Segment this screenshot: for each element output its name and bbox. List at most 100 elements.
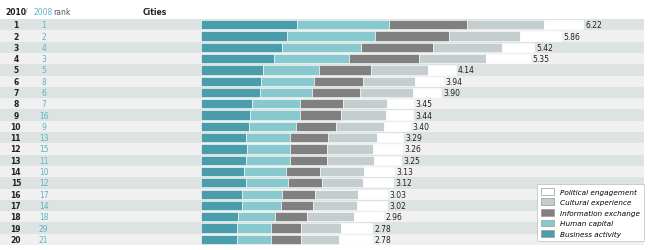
Bar xyxy=(0,42,198,54)
Bar xyxy=(202,145,248,154)
Bar xyxy=(286,167,320,176)
Bar xyxy=(0,20,198,31)
Bar xyxy=(195,110,650,121)
Bar xyxy=(0,234,198,245)
Bar xyxy=(544,21,583,30)
Text: 2.78: 2.78 xyxy=(374,235,391,244)
Text: 21: 21 xyxy=(39,235,48,244)
Bar xyxy=(202,77,261,86)
Bar xyxy=(0,99,198,110)
Bar xyxy=(195,65,650,76)
Bar xyxy=(281,201,313,210)
Bar xyxy=(327,156,374,165)
Bar xyxy=(0,200,198,211)
Text: 20: 20 xyxy=(10,235,21,244)
Text: 2008: 2008 xyxy=(34,8,53,16)
Bar xyxy=(486,55,530,64)
Bar xyxy=(0,155,198,166)
Bar xyxy=(246,178,288,188)
Bar xyxy=(291,145,327,154)
Bar xyxy=(413,88,441,98)
Bar xyxy=(328,134,377,143)
Bar xyxy=(358,201,387,210)
Text: 3: 3 xyxy=(41,55,46,64)
Bar xyxy=(502,44,534,53)
Bar xyxy=(374,156,401,165)
Bar xyxy=(320,167,364,176)
Bar xyxy=(300,111,341,120)
Bar xyxy=(341,224,372,233)
Bar xyxy=(341,111,386,120)
Bar xyxy=(250,111,300,120)
Bar xyxy=(195,121,650,132)
Bar xyxy=(271,224,301,233)
Text: 3.94: 3.94 xyxy=(446,78,463,86)
Bar xyxy=(195,99,650,110)
Text: 2: 2 xyxy=(13,32,18,41)
Bar xyxy=(195,222,650,234)
Text: 12: 12 xyxy=(39,179,48,188)
Bar xyxy=(237,224,271,233)
Text: 2: 2 xyxy=(41,32,46,41)
Bar xyxy=(195,189,650,200)
Bar xyxy=(296,21,389,30)
Text: 3.29: 3.29 xyxy=(406,134,423,142)
Bar xyxy=(0,211,198,222)
Text: 16: 16 xyxy=(39,111,49,120)
Bar xyxy=(202,212,238,222)
Text: 3.03: 3.03 xyxy=(390,190,407,199)
Text: 4.14: 4.14 xyxy=(458,66,475,75)
Text: 3.90: 3.90 xyxy=(443,89,460,98)
Bar xyxy=(0,189,198,200)
Bar xyxy=(274,55,348,64)
Text: 11: 11 xyxy=(39,156,48,165)
Bar xyxy=(261,77,314,86)
Text: 5: 5 xyxy=(41,66,46,75)
Text: 5.86: 5.86 xyxy=(564,32,580,41)
Bar xyxy=(0,110,198,121)
Text: 7: 7 xyxy=(41,100,46,109)
Bar xyxy=(202,190,242,199)
Bar xyxy=(275,212,307,222)
Bar xyxy=(238,212,275,222)
Text: 2.78: 2.78 xyxy=(374,224,391,232)
Text: 4: 4 xyxy=(41,44,46,52)
Bar xyxy=(449,32,520,42)
Bar xyxy=(291,156,327,165)
Text: 7: 7 xyxy=(13,89,19,98)
Text: 17: 17 xyxy=(10,201,21,210)
Bar xyxy=(195,144,650,155)
Bar xyxy=(202,224,237,233)
Bar xyxy=(343,100,387,109)
Text: 11: 11 xyxy=(10,134,21,142)
Bar xyxy=(202,156,246,165)
Bar xyxy=(195,234,650,245)
Text: 9: 9 xyxy=(13,111,18,120)
Text: 3.13: 3.13 xyxy=(396,168,413,176)
Bar xyxy=(372,145,402,154)
Text: 1: 1 xyxy=(13,21,18,30)
Bar xyxy=(202,66,263,75)
Text: 3.26: 3.26 xyxy=(404,145,421,154)
Bar xyxy=(288,178,322,188)
Text: Cities: Cities xyxy=(142,8,167,16)
Bar xyxy=(202,201,242,210)
Text: 15: 15 xyxy=(10,179,21,188)
Bar xyxy=(0,88,198,99)
Text: 17: 17 xyxy=(39,190,49,199)
Bar xyxy=(237,235,271,244)
Text: 3.12: 3.12 xyxy=(395,179,412,188)
Text: 12: 12 xyxy=(10,145,21,154)
Bar xyxy=(282,44,361,53)
Bar xyxy=(281,190,315,199)
Bar xyxy=(244,167,286,176)
Bar xyxy=(195,42,650,54)
Bar xyxy=(358,190,387,199)
Bar xyxy=(428,66,456,75)
Bar xyxy=(371,66,428,75)
Bar xyxy=(0,31,198,42)
Bar xyxy=(0,166,198,177)
Bar xyxy=(348,55,419,64)
Bar xyxy=(242,190,281,199)
Bar xyxy=(337,122,383,132)
